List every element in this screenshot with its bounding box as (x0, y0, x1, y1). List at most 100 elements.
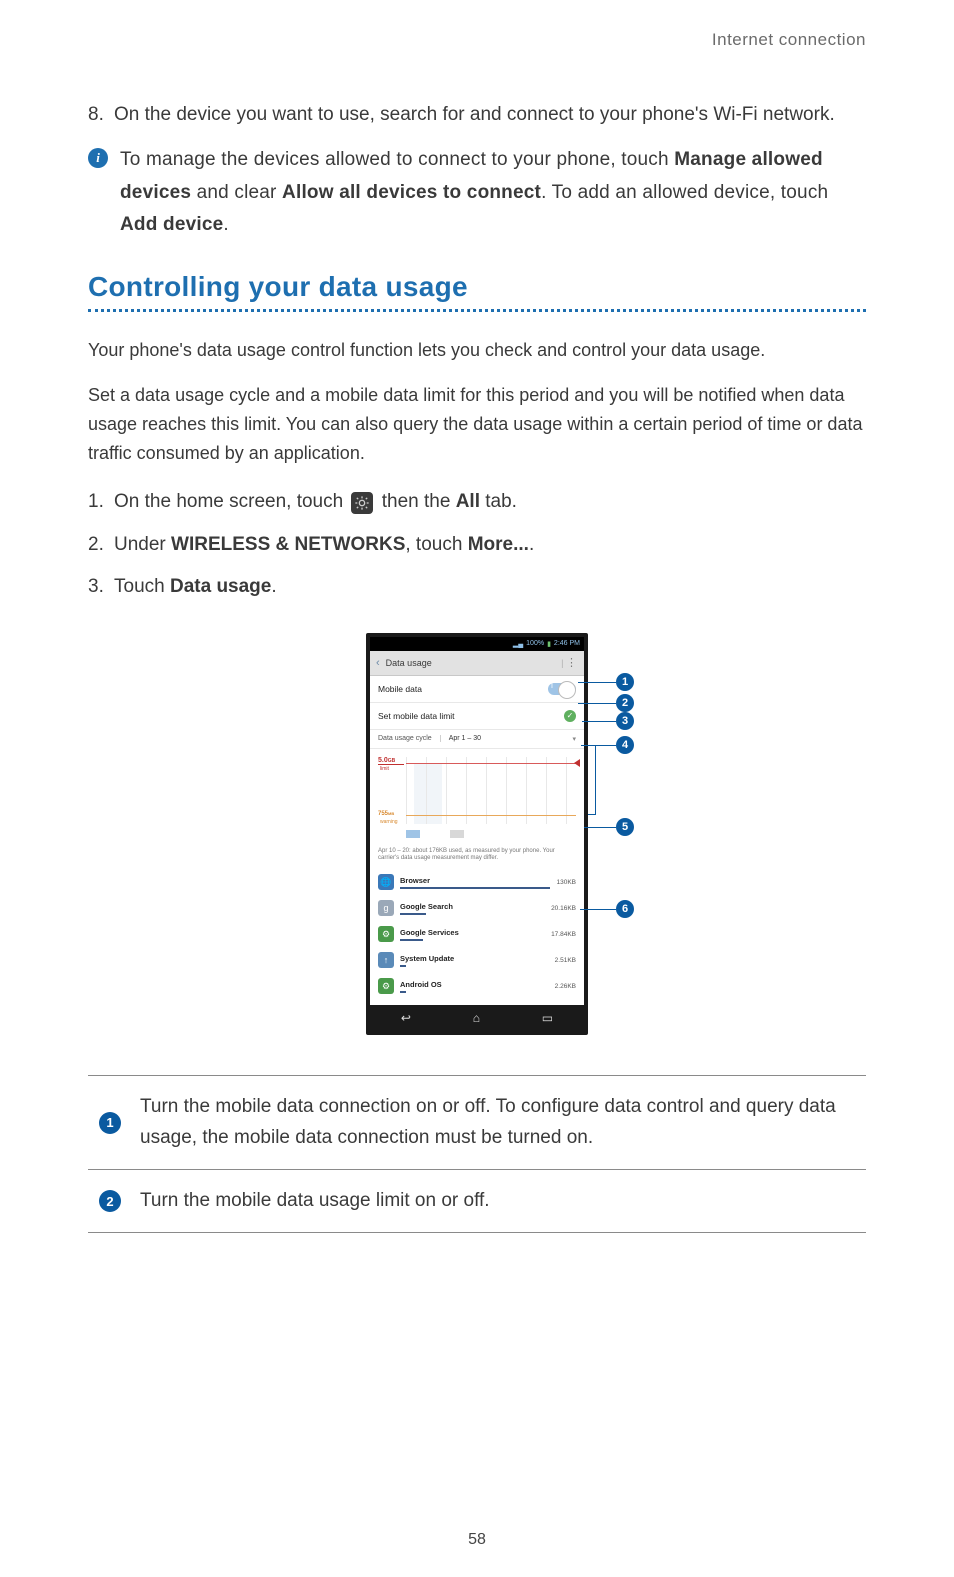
step-1: 1. On the home screen, touch then the Al… (88, 487, 866, 517)
callout-4: 4 (616, 736, 634, 754)
bold: WIRELESS & NETWORKS (171, 534, 405, 555)
intro-para-2: Set a data usage cycle and a mobile data… (88, 381, 866, 467)
callout-line (582, 721, 616, 722)
info-mid1: and clear (191, 182, 282, 203)
screenshot-figure: ▂▄ 100% ▮ 2:46 PM ‹ Data usage | ⋮ Mobil… (88, 633, 866, 1036)
app-list: 🌐Browser130KB g Google Search 20.16KB ⚙Googl… (370, 869, 584, 1005)
info-bold-3: Add device (120, 214, 223, 235)
app-icon: 🌐 (378, 874, 394, 890)
mobile-data-row[interactable]: Mobile data I (370, 676, 584, 703)
app-name: System Update (400, 954, 549, 963)
limit-handle[interactable] (574, 759, 580, 767)
intro-para-1: Your phone's data usage control function… (88, 336, 866, 365)
app-row[interactable]: ↑System Update2.51KB (378, 947, 576, 973)
callout-line (581, 745, 616, 746)
callout-2: 2 (616, 694, 634, 712)
divider: | (561, 658, 563, 668)
warning-line (406, 815, 576, 816)
legend-text: Turn the mobile data connection on or of… (132, 1076, 866, 1170)
row-label: Set mobile data limit (378, 711, 455, 721)
range-handle-right[interactable] (450, 830, 464, 838)
bold: More... (468, 534, 529, 555)
gear-icon (354, 495, 370, 511)
status-bar: ▂▄ 100% ▮ 2:46 PM (370, 637, 584, 651)
legend-row: 2 Turn the mobile data usage limit on or… (88, 1170, 866, 1233)
nav-home-icon[interactable]: ⌂ (473, 1011, 480, 1025)
app-usage-value: 20.16KB (551, 905, 576, 912)
app-row[interactable]: 🌐Browser130KB (378, 869, 576, 895)
step-2: 2. Under WIRELESS & NETWORKS, touch More… (88, 530, 866, 560)
step-text: On the device you want to use, search fo… (114, 100, 866, 130)
legend-text: Turn the mobile data usage limit on or o… (132, 1170, 866, 1233)
bold: Data usage (170, 576, 271, 597)
step-text: Under WIRELESS & NETWORKS, touch More...… (114, 530, 866, 560)
text: On the home screen, touch (114, 491, 348, 512)
screen-content: Mobile data I Set mobile data limit ✓ Da… (370, 676, 584, 1006)
settings-icon (351, 492, 373, 514)
app-row[interactable]: g Google Search 20.16KB (378, 895, 576, 921)
dropdown-icon[interactable]: ▾ (572, 735, 576, 743)
usage-chart[interactable]: 5.0GB limit 755MB warning (370, 749, 584, 844)
warning-sublabel: warning (380, 819, 398, 825)
app-usage-value: 2.51KB (555, 957, 576, 964)
callout-6: 6 (616, 900, 634, 918)
overflow-icon[interactable]: ⋮ (566, 657, 578, 669)
app-usage-value: 2.26KB (555, 983, 576, 990)
info-text: To manage the devices allowed to connect… (120, 144, 866, 241)
section-divider (88, 309, 866, 312)
battery-icon: ▮ (547, 640, 551, 648)
legend-number: 1 (99, 1112, 121, 1134)
app-usage-bar (400, 939, 423, 941)
data-limit-row[interactable]: Set mobile data limit ✓ (370, 703, 584, 730)
callout-bracket (588, 745, 596, 815)
back-icon[interactable]: ‹ (376, 657, 380, 669)
range-handle-left[interactable] (406, 830, 420, 838)
step-number: 1. (88, 487, 114, 517)
text: , touch (405, 534, 467, 555)
step-number: 2. (88, 530, 114, 560)
page-header-label: Internet connection (88, 30, 866, 50)
legend-number: 2 (99, 1190, 121, 1212)
legend-row: 1 Turn the mobile data connection on or … (88, 1076, 866, 1170)
legend-table: 1 Turn the mobile data connection on or … (88, 1075, 866, 1233)
app-icon: g (378, 900, 394, 916)
cycle-row[interactable]: Data usage cycle Apr 1 – 30 ▾ (370, 730, 584, 749)
callout-line (578, 682, 616, 683)
callout-line (578, 703, 616, 704)
app-name: Android OS (400, 980, 549, 989)
nav-back-icon[interactable]: ↩ (401, 1011, 411, 1025)
info-bold-2: Allow all devices to connect (282, 182, 541, 203)
row-label: Mobile data (378, 684, 422, 694)
nav-recent-icon[interactable]: ▭ (542, 1011, 553, 1025)
app-icon: ⚙ (378, 926, 394, 942)
limit-label: 5.0GB (378, 757, 404, 765)
app-icon: ⚙ (378, 978, 394, 994)
chart-range-tabs[interactable] (406, 830, 576, 840)
signal-icon: ▂▄ (513, 640, 523, 648)
info-mid2: . To add an allowed device, touch (541, 182, 828, 203)
step-3: 3. Touch Data usage. (88, 572, 866, 602)
app-name: Google Search (400, 902, 545, 911)
callout-line (584, 827, 616, 828)
app-usage-bar (400, 913, 426, 915)
callout-3: 3 (616, 712, 634, 730)
toggle-label: I (551, 683, 553, 690)
text: Touch (114, 576, 170, 597)
checkbox-icon[interactable]: ✓ (564, 710, 576, 722)
app-row[interactable]: ⚙Google Services17.84KB (378, 921, 576, 947)
step-8: 8. On the device you want to use, search… (88, 100, 866, 130)
mobile-data-toggle[interactable]: I (548, 683, 576, 695)
nav-bar: ↩ ⌂ ▭ (370, 1005, 584, 1031)
cycle-value: Apr 1 – 30 (440, 735, 565, 742)
app-usage-bar (400, 991, 406, 993)
warning-label: 755MB (378, 811, 394, 817)
text: then the (382, 491, 456, 512)
title-bar: ‹ Data usage | ⋮ (370, 651, 584, 676)
clock: 2:46 PM (554, 640, 580, 647)
limit-sublabel: limit (380, 766, 389, 772)
info-pre: To manage the devices allowed to connect… (120, 149, 674, 170)
app-row[interactable]: ⚙ Android OS 2.26KB (378, 973, 576, 999)
cycle-label: Data usage cycle (378, 735, 432, 742)
step-text: On the home screen, touch then the All t… (114, 487, 866, 517)
info-post: . (223, 214, 228, 235)
